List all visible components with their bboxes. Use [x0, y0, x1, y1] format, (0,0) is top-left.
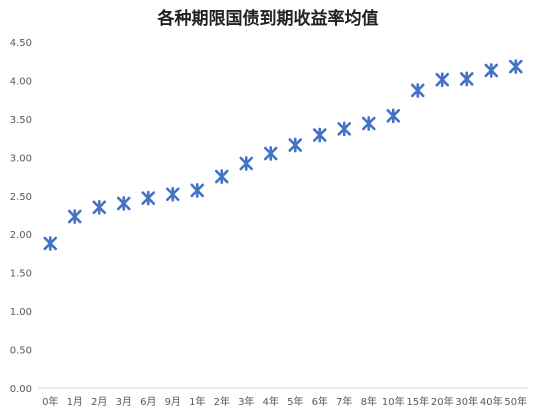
y-tick-label: 1.50 [10, 269, 32, 280]
data-point [435, 72, 450, 88]
chart-title: 各种期限国债到期收益率均值 [157, 9, 379, 29]
y-tick-label: 2.50 [10, 192, 32, 203]
data-point [190, 183, 205, 198]
data-point [410, 83, 425, 98]
data-point [386, 108, 401, 124]
data-point [508, 59, 523, 74]
x-tick-label: 1月 [67, 396, 83, 408]
x-tick-label: 15年 [406, 395, 429, 408]
data-point [92, 199, 107, 215]
x-tick-label: 5年 [287, 395, 303, 408]
x-tick-label: 10年 [382, 395, 405, 408]
y-tick-label: 0.50 [10, 346, 32, 357]
data-point [361, 116, 376, 131]
data-point [288, 137, 303, 153]
x-tick-label: 3月 [116, 396, 132, 408]
x-tick-label: 9月 [165, 396, 181, 408]
data-point [263, 146, 278, 161]
x-tick-label: 7年 [336, 395, 352, 408]
x-tick-label: 20年 [431, 395, 454, 408]
y-tick-label: 2.00 [10, 230, 32, 241]
y-tick-labels: 0.00 0.50 1.00 1.50 2.00 2.50 3.00 3.50 4.00 4.50 [10, 38, 32, 395]
data-point [337, 121, 352, 137]
data-point [459, 71, 474, 87]
x-tick-label: 6月 [140, 396, 156, 408]
data-point [484, 63, 499, 78]
x-tick-labels: 0年 1月 2月 3月 6月 9月 1年 2年 3年 4年 5年 6年 7年 8年 10年 15年 20年 30年… [42, 395, 527, 408]
x-tick-label: 50年 [504, 395, 527, 408]
data-points [43, 59, 523, 251]
y-tick-label: 0.00 [10, 384, 32, 395]
y-tick-label: 4.50 [10, 38, 32, 49]
y-tick-label: 3.50 [10, 115, 32, 126]
y-tick-label: 1.00 [10, 307, 32, 318]
data-point [165, 186, 180, 202]
data-point [312, 127, 327, 143]
data-point [239, 156, 254, 171]
x-tick-label: 3年 [238, 395, 254, 408]
x-tick-label: 40年 [480, 395, 503, 408]
data-point [214, 169, 229, 184]
x-tick-label: 1年 [189, 395, 205, 408]
x-tick-label: 8年 [361, 395, 377, 408]
y-tick-label: 4.00 [10, 76, 32, 87]
x-tick-label: 2月 [91, 396, 107, 408]
data-point [116, 196, 131, 211]
x-tick-label: 30年 [455, 395, 478, 408]
data-point [43, 236, 58, 251]
x-tick-label: 6年 [312, 395, 328, 408]
x-tick-label: 2年 [214, 395, 230, 408]
x-tick-label: 0年 [42, 395, 58, 408]
data-point [141, 190, 156, 206]
x-tick-label: 4年 [263, 395, 279, 408]
data-point [67, 209, 82, 224]
y-tick-label: 3.00 [10, 153, 32, 164]
